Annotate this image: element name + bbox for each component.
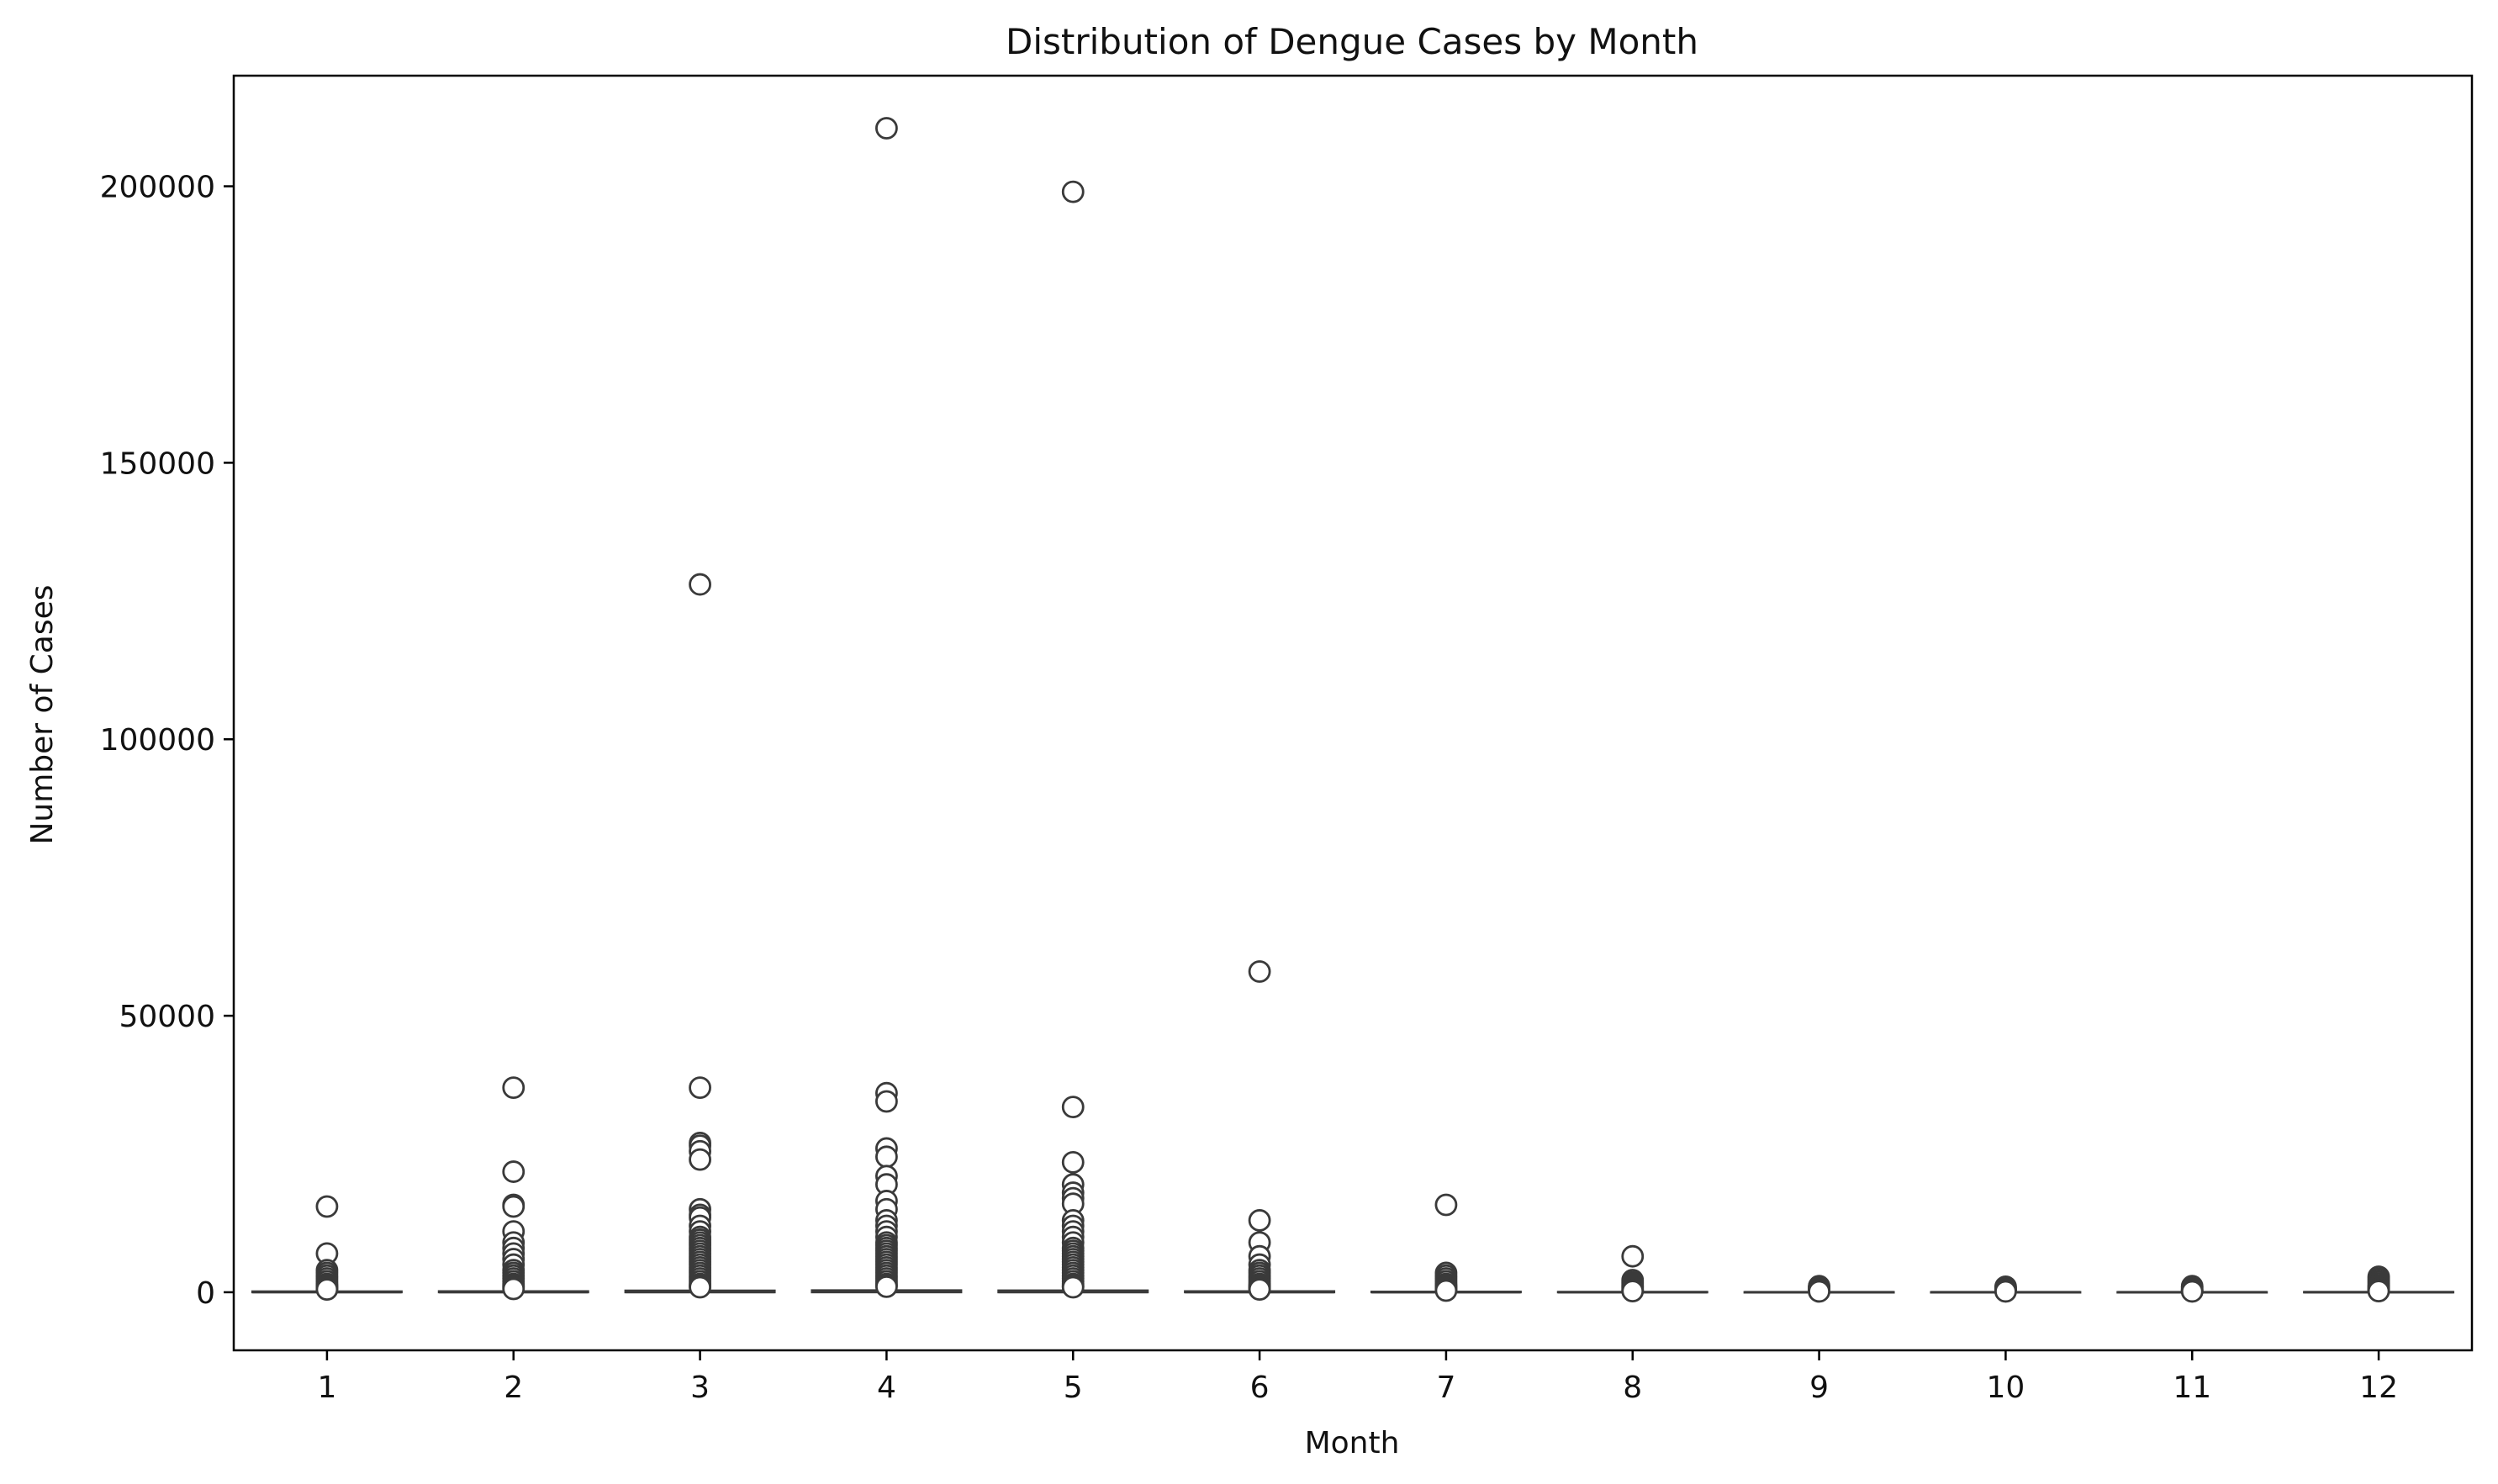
x-tick-label-11: 11 xyxy=(2173,1370,2211,1405)
x-tick-label-8: 8 xyxy=(1623,1370,1642,1405)
x-tick-label-2: 2 xyxy=(504,1370,523,1405)
outlier-point-month-4 xyxy=(875,1145,898,1169)
outlier-point-month-4 xyxy=(875,117,898,140)
chart-title: Distribution of Dengue Cases by Month xyxy=(1006,21,1698,62)
x-tick-label-10: 10 xyxy=(1987,1370,2025,1405)
outlier-point-month-12 xyxy=(2367,1280,2390,1303)
outlier-point-month-2 xyxy=(502,1160,525,1183)
outlier-point-month-3 xyxy=(689,1148,711,1171)
x-tick-label-6: 6 xyxy=(1250,1370,1270,1405)
x-tick-label-1: 1 xyxy=(317,1370,336,1405)
y-tick-label-150000: 150000 xyxy=(100,446,215,481)
outlier-point-month-4 xyxy=(875,1275,898,1298)
outlier-point-month-5 xyxy=(1061,1275,1085,1299)
y-tick-label-50000: 50000 xyxy=(119,1000,215,1034)
y-axis-label: Number of Cases xyxy=(25,584,60,844)
x-tick-label-5: 5 xyxy=(1064,1370,1083,1405)
outlier-point-month-5 xyxy=(1061,1096,1085,1119)
y-tick-label-100000: 100000 xyxy=(100,723,215,758)
outlier-point-month-3 xyxy=(689,1275,711,1299)
outlier-point-month-1 xyxy=(315,1195,339,1218)
x-axis-label: Month xyxy=(1305,1426,1400,1460)
outlier-point-month-6 xyxy=(1248,960,1271,983)
outlier-point-month-7 xyxy=(1434,1193,1458,1217)
outlier-point-month-2 xyxy=(502,1195,525,1218)
outlier-point-month-7 xyxy=(1434,1279,1458,1302)
x-tick-label-9: 9 xyxy=(1809,1370,1829,1405)
outlier-point-month-5 xyxy=(1061,180,1085,203)
outlier-point-month-2 xyxy=(502,1277,525,1301)
outlier-point-month-1 xyxy=(315,1278,339,1302)
outlier-point-month-6 xyxy=(1248,1278,1271,1302)
outlier-point-month-6 xyxy=(1248,1209,1271,1232)
outlier-point-month-11 xyxy=(2180,1280,2204,1303)
x-tick-label-12: 12 xyxy=(2359,1370,2398,1405)
outlier-point-month-5 xyxy=(1061,1150,1085,1174)
outlier-point-month-2 xyxy=(502,1076,525,1099)
x-tick-label-7: 7 xyxy=(1436,1370,1455,1405)
x-tick-label-4: 4 xyxy=(877,1370,896,1405)
plot-frame xyxy=(232,74,2474,1352)
y-tick-label-200000: 200000 xyxy=(100,171,215,205)
outlier-point-month-9 xyxy=(1808,1280,1830,1303)
outlier-point-month-8 xyxy=(1621,1280,1645,1303)
outlier-point-month-4 xyxy=(875,1090,898,1113)
y-tick-label-0: 0 xyxy=(196,1276,215,1311)
outlier-point-month-3 xyxy=(689,1076,711,1099)
outlier-point-month-8 xyxy=(1621,1244,1645,1268)
x-tick-label-3: 3 xyxy=(690,1370,710,1405)
outlier-point-month-10 xyxy=(1994,1280,2017,1303)
outlier-point-month-3 xyxy=(689,573,711,596)
